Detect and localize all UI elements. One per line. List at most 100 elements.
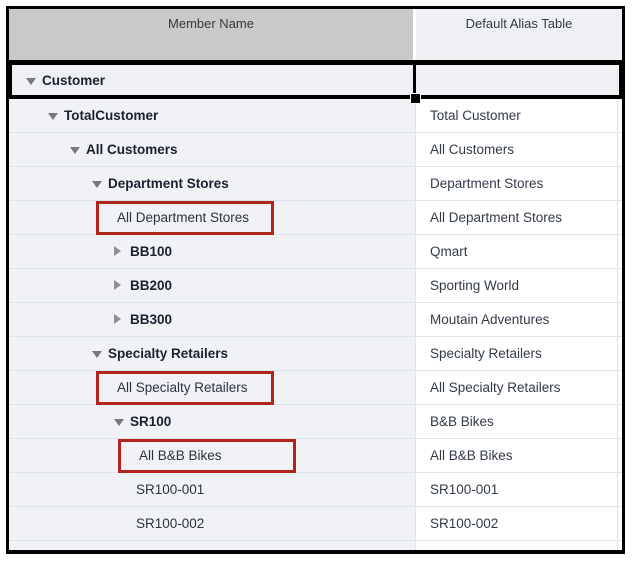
selection-fill-handle[interactable] <box>410 93 421 104</box>
highlight-annotation: All Specialty Retailers <box>96 370 274 405</box>
table-row: All Department Stores All Department Sto… <box>9 200 622 235</box>
alias-cell[interactable]: All Customers <box>416 133 618 166</box>
collapse-triangle-icon[interactable] <box>70 142 86 157</box>
alias-label: All Department Stores <box>430 210 563 225</box>
alias-label: SR100-002 <box>430 516 499 531</box>
right-gutter <box>618 405 622 438</box>
right-gutter <box>618 133 622 166</box>
table-row: All B&B Bikes All B&B Bikes <box>9 438 622 473</box>
member-name-label: BB300 <box>130 312 173 327</box>
alias-label: Sporting World <box>430 278 520 293</box>
table-header-row: Member Name Default Alias Table <box>9 9 622 62</box>
member-name-label: BB200 <box>130 278 173 293</box>
member-cell[interactable]: All B&B Bikes <box>9 438 416 473</box>
member-name-label: Department Stores <box>108 176 229 191</box>
collapse-triangle-icon[interactable] <box>26 73 42 88</box>
alias-cell[interactable]: Qmart <box>416 235 618 268</box>
empty-filler-row <box>9 541 622 550</box>
collapse-triangle-icon[interactable] <box>114 414 130 429</box>
alias-cell[interactable] <box>416 62 618 99</box>
collapse-triangle-icon[interactable] <box>48 108 64 123</box>
member-cell[interactable]: SR100 <box>9 405 416 438</box>
alias-cell[interactable] <box>416 541 618 550</box>
right-gutter <box>618 235 622 268</box>
table-row: SR100-002 SR100-002 <box>9 507 622 541</box>
member-name-label: BB100 <box>130 244 173 259</box>
member-name-label: SR100 <box>130 414 172 429</box>
alias-cell[interactable]: Moutain Adventures <box>416 303 618 336</box>
alias-cell[interactable]: Total Customer <box>416 99 618 132</box>
column-header-default-alias-table[interactable]: Default Alias Table <box>416 9 622 60</box>
member-cell[interactable]: Specialty Retailers <box>9 337 416 370</box>
alias-cell[interactable]: SR100-002 <box>416 507 618 540</box>
member-name-label: SR100-002 <box>136 516 205 531</box>
alias-label: Total Customer <box>430 108 521 123</box>
expand-triangle-icon[interactable] <box>114 312 130 327</box>
alias-label: All Specialty Retailers <box>430 380 561 395</box>
alias-label: All B&B Bikes <box>430 448 513 463</box>
member-name-label: Customer <box>42 73 106 88</box>
alias-cell[interactable]: All Specialty Retailers <box>416 371 618 404</box>
member-name-label: TotalCustomer <box>64 108 159 123</box>
member-cell[interactable]: Customer <box>9 62 416 99</box>
alias-label: Department Stores <box>430 176 544 191</box>
member-cell[interactable]: SR100-001 <box>9 473 416 506</box>
alias-cell[interactable]: All B&B Bikes <box>416 439 618 472</box>
member-cell[interactable]: Department Stores <box>9 167 416 200</box>
member-name-label: Specialty Retailers <box>108 346 229 361</box>
table-row: BB100 Qmart <box>9 235 622 269</box>
table-row: All Specialty Retailers All Specialty Re… <box>9 370 622 405</box>
right-gutter <box>618 371 622 404</box>
collapse-triangle-icon[interactable] <box>92 176 108 191</box>
member-cell[interactable]: SR100-002 <box>9 507 416 540</box>
member-cell[interactable] <box>9 541 416 550</box>
member-cell[interactable]: All Customers <box>9 133 416 166</box>
alias-cell[interactable]: Department Stores <box>416 167 618 200</box>
table-row: Specialty Retailers Specialty Retailers <box>9 337 622 371</box>
member-cell[interactable]: BB300 <box>9 303 416 336</box>
table-body: Customer TotalCustomer Total Customer Al… <box>9 62 622 550</box>
alias-cell[interactable]: Specialty Retailers <box>416 337 618 370</box>
highlight-annotation: All Department Stores <box>96 200 274 235</box>
alias-cell[interactable]: Sporting World <box>416 269 618 302</box>
table-row: SR100-001 SR100-001 <box>9 473 622 507</box>
member-cell[interactable]: All Specialty Retailers <box>9 370 416 405</box>
right-gutter <box>618 201 622 234</box>
right-gutter <box>618 99 622 132</box>
alias-label: B&B Bikes <box>430 414 494 429</box>
alias-label: All Customers <box>430 142 515 157</box>
table-row: All Customers All Customers <box>9 133 622 167</box>
member-cell[interactable]: BB100 <box>9 235 416 268</box>
table-row: TotalCustomer Total Customer <box>9 99 622 133</box>
table-row: BB200 Sporting World <box>9 269 622 303</box>
alias-label: Specialty Retailers <box>430 346 542 361</box>
table-row: SR100 B&B Bikes <box>9 405 622 439</box>
member-cell[interactable]: TotalCustomer <box>9 99 416 132</box>
right-gutter <box>618 541 622 550</box>
right-gutter <box>618 507 622 540</box>
expand-triangle-icon[interactable] <box>114 244 130 259</box>
expand-triangle-icon[interactable] <box>114 278 130 293</box>
right-gutter <box>618 167 622 200</box>
alias-cell[interactable]: B&B Bikes <box>416 405 618 438</box>
member-name-label: All Customers <box>86 142 178 157</box>
member-outline-table: Member Name Default Alias Table Customer… <box>6 6 625 554</box>
collapse-triangle-icon[interactable] <box>92 346 108 361</box>
highlight-annotation: All B&B Bikes <box>118 438 296 473</box>
member-cell[interactable]: BB200 <box>9 269 416 302</box>
right-gutter <box>618 439 622 472</box>
alias-cell[interactable]: SR100-001 <box>416 473 618 506</box>
member-name-label: SR100-001 <box>136 482 205 497</box>
right-gutter <box>618 62 622 99</box>
alias-label: SR100-001 <box>430 482 499 497</box>
alias-label: Qmart <box>430 244 468 259</box>
column-header-member-name[interactable]: Member Name <box>9 9 416 60</box>
alias-label: Moutain Adventures <box>430 312 550 327</box>
table-row: Department Stores Department Stores <box>9 167 622 201</box>
member-cell[interactable]: All Department Stores <box>9 200 416 235</box>
alias-cell[interactable]: All Department Stores <box>416 201 618 234</box>
table-row: BB300 Moutain Adventures <box>9 303 622 337</box>
table-row: Customer <box>9 62 622 104</box>
right-gutter <box>618 337 622 370</box>
right-gutter <box>618 269 622 302</box>
